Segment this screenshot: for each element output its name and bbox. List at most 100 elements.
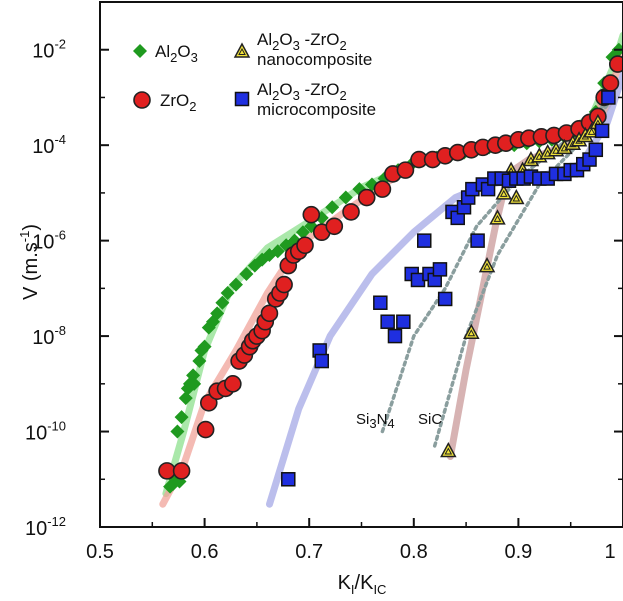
series-0-point-20	[239, 266, 254, 281]
y-axis-title-main: V (m.s	[20, 242, 42, 300]
y-tick-label-exp-3: -6	[54, 228, 66, 243]
series-1-point-48	[608, 55, 623, 73]
series-3-point-2	[314, 353, 330, 369]
series-1-point-27	[373, 180, 392, 198]
legend-label-0-part-3: 3	[191, 50, 198, 65]
series-2-point-2	[478, 257, 496, 273]
series-1-point-1	[172, 462, 191, 480]
series-3-point-9	[417, 233, 432, 248]
reference-label-0-part-3: 4	[387, 416, 394, 431]
y-tick-label-3: 10-6	[32, 228, 66, 254]
series-0-point-30	[325, 200, 340, 215]
legend-label-2-part-2: O	[279, 30, 292, 49]
series-1-point-25	[342, 203, 360, 221]
x-axis-title: KI/KIC	[338, 572, 387, 597]
series-1-point-6	[224, 375, 242, 393]
series-3-point-4	[380, 314, 395, 329]
reference-label-1: SiC	[418, 411, 442, 428]
series-2-point-2-outer	[478, 257, 496, 273]
y-tick-label-base-0: 10	[25, 518, 47, 540]
series-1-point-47	[601, 74, 620, 92]
legend-label-0-part-0: Al	[155, 42, 170, 61]
series-3-point-13	[437, 291, 453, 307]
series-2-point-11-inner	[552, 146, 560, 154]
x-tick-label-3: 0.8	[400, 541, 428, 563]
y-tick-label-base-4: 10	[32, 136, 54, 158]
legend-marker-2-outer	[233, 42, 251, 58]
series-0-point-5	[174, 410, 189, 425]
series-0-point-10	[187, 376, 202, 391]
reference-label-1-part-0: SiC	[418, 411, 442, 428]
y-tick-label-exp-5: -2	[54, 37, 66, 52]
x-tick-label-1: 0.6	[191, 541, 219, 563]
series-3-point-37	[594, 123, 610, 139]
legend-label-1-part-1: 2	[189, 99, 196, 114]
y-axis-title-sup: -1	[17, 231, 32, 243]
series-1-point-17	[275, 275, 293, 294]
series-2-point-6-inner	[512, 194, 521, 202]
series-1	[158, 55, 623, 480]
legend-label-2-part-0: Al	[257, 30, 272, 49]
series-0-point-27	[295, 225, 310, 240]
legend-label-0: Al2O3	[155, 42, 198, 65]
series-2-point-1-inner	[467, 329, 476, 337]
series-2-point-0-inner	[444, 447, 453, 455]
annotations: Si3N4 SiC	[356, 411, 442, 431]
series-1-point-14	[260, 304, 279, 323]
legend-label-0-part-2: O	[177, 42, 190, 61]
series-3-point-36	[588, 142, 604, 158]
series-0-point-6	[178, 391, 193, 406]
series-0-point-9	[186, 368, 201, 383]
data-points	[158, 42, 623, 494]
legend-marker-1	[133, 91, 151, 109]
series-3-point-5	[387, 328, 403, 344]
series-1-point-26	[357, 188, 376, 207]
series-3-point-6	[396, 314, 411, 329]
series-2-point-1-outer	[463, 323, 480, 340]
series-2-point-4	[495, 184, 513, 200]
series-0-point-4	[170, 424, 185, 439]
y-tick-label-0: 10-12	[25, 514, 66, 540]
legend-label-3-part-0: Al	[257, 80, 272, 99]
legend-label-3-part-5: 2	[339, 88, 346, 103]
series-2-point-0-outer	[440, 441, 457, 458]
series-2-point-4-outer	[495, 184, 513, 200]
series-1-point-0	[158, 462, 176, 480]
series-1-point-22	[302, 205, 321, 224]
legend-marker-3	[234, 91, 250, 107]
x-tick-label-4: 0.9	[504, 541, 532, 563]
legend-marker-2-inner	[238, 47, 246, 55]
series-3-point-38	[601, 90, 616, 105]
legend-label-2: Al2O3 -ZrO2	[257, 30, 347, 53]
x-axis-title-sub1: I	[351, 582, 355, 597]
y-tick-label-exp-4: -4	[54, 132, 66, 147]
series-0-point-18	[220, 285, 235, 300]
series-1-point-21	[296, 236, 314, 255]
legend-label-3-part-4: -ZrO	[300, 80, 340, 99]
series-1-point-29	[396, 161, 415, 179]
series-3-point-19	[470, 233, 485, 248]
legend-label-2-part-3: 3	[293, 38, 300, 53]
series-0-point-24	[270, 244, 285, 259]
y-tick-label-base-3: 10	[32, 232, 54, 254]
x-axis-title-sub2: IC	[373, 582, 386, 597]
legend-label-0-part-1: 2	[170, 50, 177, 65]
series-0-point-11	[192, 354, 207, 369]
fit-curve-1	[159, 50, 623, 508]
x-tick-label-5: 1	[604, 541, 615, 563]
series-3	[281, 90, 616, 487]
legend-label-2-line-0: nanocomposite	[257, 50, 372, 69]
legend-label-2-part-1: 2	[272, 38, 279, 53]
series-2-point-10-inner	[543, 149, 552, 157]
y-tick-label-base-5: 10	[32, 41, 54, 63]
legend-marker-0	[133, 44, 147, 58]
series-3-point-0	[281, 472, 296, 487]
series-2-point-9-inner	[535, 152, 544, 160]
x-tick-label-0: 0.5	[86, 541, 114, 563]
x-axis-title-mid: /K	[355, 572, 375, 594]
series-1-point-24	[325, 217, 344, 236]
y-tick-label-4: 10-4	[32, 132, 66, 158]
series-2-point-3-inner	[493, 214, 502, 222]
